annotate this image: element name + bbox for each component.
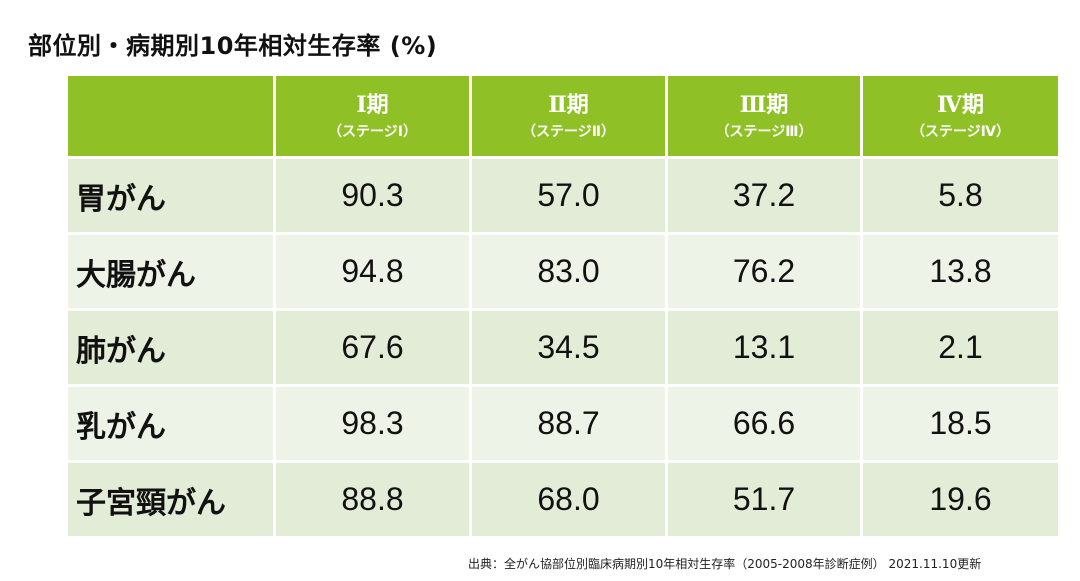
table-row-stomach: 胃がん 90.3 57.0 37.2 5.8 [68, 156, 1058, 232]
table-cell-value: 88.7 [472, 384, 668, 460]
header-stage-3: Ⅲ期 （ステージⅢ） [668, 76, 863, 156]
stage-sublabel: （ステージⅣ） [910, 124, 1011, 140]
table-cell-value: 66.6 [668, 384, 863, 460]
table-cell-value: 13.1 [668, 308, 863, 384]
header-row: Ⅰ期 （ステージⅠ） Ⅱ期 （ステージⅡ） Ⅲ期 （ステージⅢ） Ⅳ期 （ステー… [68, 76, 1058, 156]
table-cell-value: 68.0 [472, 460, 668, 536]
table-cell-value: 88.8 [276, 460, 472, 536]
table-cell-value: 51.7 [668, 460, 863, 536]
table-cell-value: 37.2 [668, 156, 863, 232]
table-cell-value: 83.0 [472, 232, 668, 308]
header-stage-4: Ⅳ期 （ステージⅣ） [863, 76, 1058, 156]
stage-sublabel: （ステージⅠ） [328, 124, 417, 140]
row-label: 肺がん [68, 308, 276, 384]
row-label: 大腸がん [68, 232, 276, 308]
stage-sublabel: （ステージⅢ） [715, 124, 813, 140]
table-cell-value: 34.5 [472, 308, 668, 384]
table-cell-value: 18.5 [863, 384, 1058, 460]
table-row-lung: 肺がん 67.6 34.5 13.1 2.1 [68, 308, 1058, 384]
table-cell-value: 2.1 [863, 308, 1058, 384]
source-note: 出典：全がん協部位別臨床病期別10年相対生存率（2005-2008年診断症例） … [468, 557, 982, 571]
table-cell-value: 94.8 [276, 232, 472, 308]
table-cell-value: 90.3 [276, 156, 472, 232]
stage-label: Ⅳ期 [937, 92, 984, 118]
stage-label: Ⅲ期 [739, 92, 789, 118]
table-cell-value: 13.8 [863, 232, 1058, 308]
survival-rate-table: Ⅰ期 （ステージⅠ） Ⅱ期 （ステージⅡ） Ⅲ期 （ステージⅢ） Ⅳ期 （ステー… [68, 76, 1058, 536]
table-cell-value: 5.8 [863, 156, 1058, 232]
table-cell-value: 57.0 [472, 156, 668, 232]
header-stage-1: Ⅰ期 （ステージⅠ） [276, 76, 472, 156]
table-cell-value: 67.6 [276, 308, 472, 384]
row-label: 子宮頸がん [68, 460, 276, 536]
header-stage-2: Ⅱ期 （ステージⅡ） [472, 76, 668, 156]
table-cell-value: 98.3 [276, 384, 472, 460]
table-cell-value: 19.6 [863, 460, 1058, 536]
header-corner-cell [68, 76, 276, 156]
row-label: 胃がん [68, 156, 276, 232]
table-row-cervical: 子宮頸がん 88.8 68.0 51.7 19.6 [68, 460, 1058, 536]
stage-label: Ⅱ期 [548, 92, 589, 118]
chart-title: 部位別・病期別10年相対生存率 (%) [28, 32, 438, 60]
table-row-colorectal: 大腸がん 94.8 83.0 76.2 13.8 [68, 232, 1058, 308]
stage-sublabel: （ステージⅡ） [522, 124, 615, 140]
stage-label: Ⅰ期 [356, 92, 389, 118]
row-label: 乳がん [68, 384, 276, 460]
table-row-breast: 乳がん 98.3 88.7 66.6 18.5 [68, 384, 1058, 460]
table-cell-value: 76.2 [668, 232, 863, 308]
